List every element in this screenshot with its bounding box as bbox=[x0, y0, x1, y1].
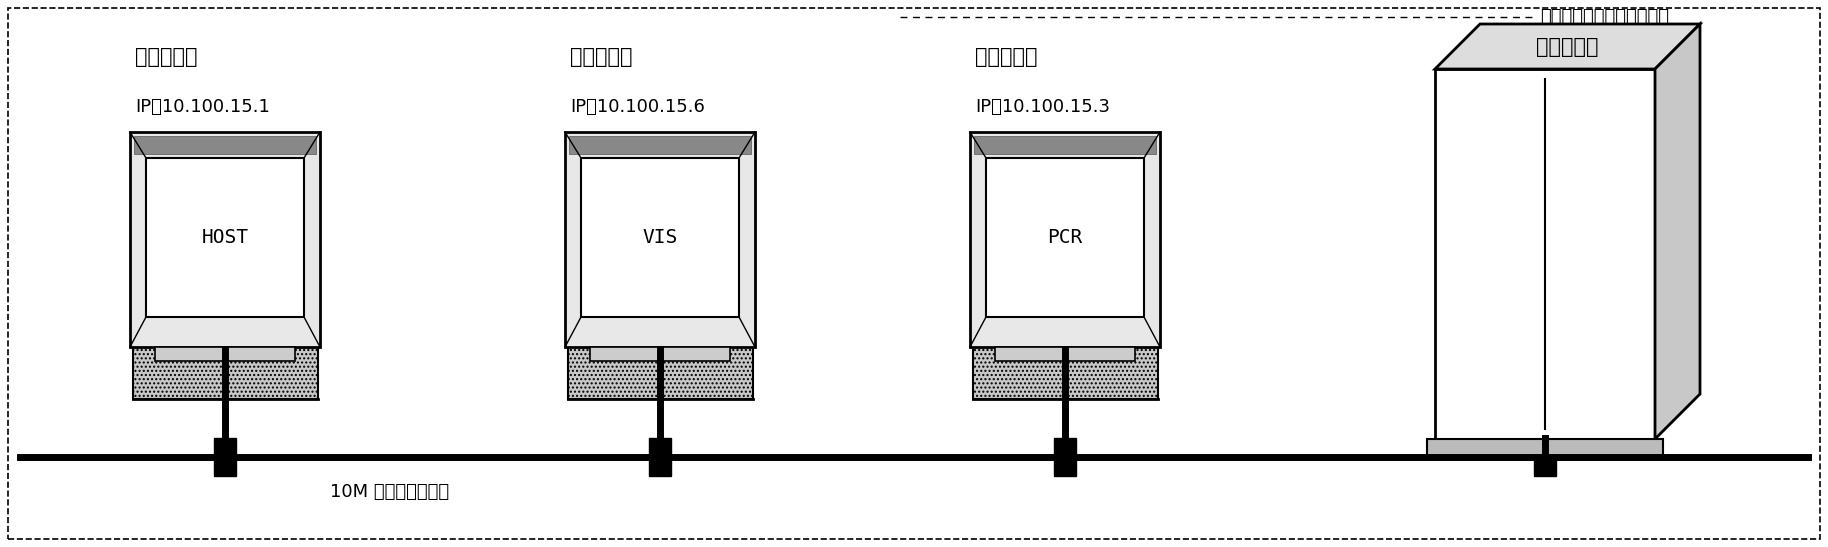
Bar bbox=[132, 347, 318, 399]
Text: 模拟机主机: 模拟机主机 bbox=[135, 47, 197, 67]
Text: 模拟机机柜: 模拟机机柜 bbox=[1536, 37, 1600, 57]
Bar bbox=[974, 136, 1155, 154]
Text: HOST: HOST bbox=[201, 228, 249, 247]
Bar bbox=[569, 136, 751, 154]
Text: IP：10.100.15.1: IP：10.100.15.1 bbox=[135, 98, 271, 116]
Polygon shape bbox=[1654, 24, 1700, 439]
Text: IP：10.100.15.6: IP：10.100.15.6 bbox=[570, 98, 706, 116]
Bar bbox=[649, 438, 671, 476]
Text: 监控计算机: 监控计算机 bbox=[974, 47, 1038, 67]
Bar bbox=[972, 347, 1157, 399]
Bar bbox=[155, 347, 294, 361]
Text: 视景计算机: 视景计算机 bbox=[570, 47, 632, 67]
Bar bbox=[994, 347, 1135, 361]
Bar bbox=[590, 347, 729, 361]
Bar bbox=[1428, 439, 1663, 457]
Bar bbox=[133, 136, 316, 154]
Text: 10M 以太网同轴电缆: 10M 以太网同轴电缆 bbox=[331, 483, 450, 501]
Bar bbox=[985, 158, 1144, 317]
Bar bbox=[1055, 438, 1077, 476]
Bar bbox=[581, 158, 739, 317]
Bar bbox=[1534, 438, 1556, 476]
Bar bbox=[565, 132, 755, 347]
Bar bbox=[971, 132, 1161, 347]
Bar bbox=[567, 347, 753, 399]
Bar bbox=[1435, 69, 1654, 439]
Polygon shape bbox=[1435, 24, 1700, 69]
Text: 模拟机局域网：总线型网络: 模拟机局域网：总线型网络 bbox=[1539, 8, 1669, 26]
Bar bbox=[130, 132, 320, 347]
Text: PCR: PCR bbox=[1047, 228, 1082, 247]
Bar bbox=[146, 158, 303, 317]
Text: IP：10.100.15.3: IP：10.100.15.3 bbox=[974, 98, 1110, 116]
Bar bbox=[214, 438, 236, 476]
Text: VIS: VIS bbox=[642, 228, 678, 247]
